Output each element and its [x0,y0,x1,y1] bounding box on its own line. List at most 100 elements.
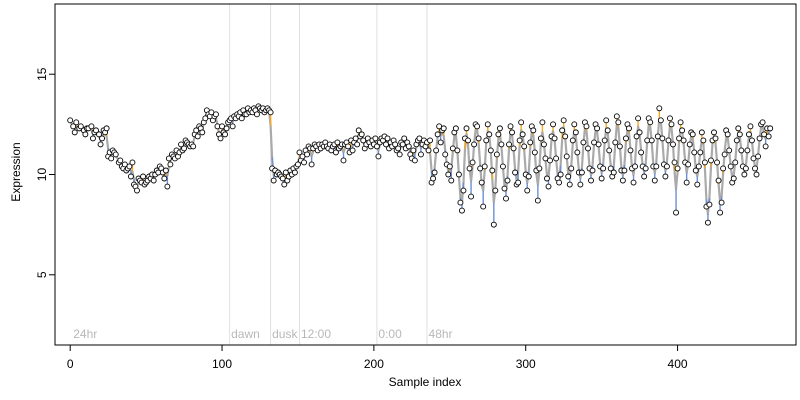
data-point-195 [372,135,379,142]
data-point-446 [753,171,760,178]
data-point-401 [685,161,692,168]
data-point-332 [580,139,587,146]
annotation-label-4: 0:00 [378,327,402,341]
data-point-16 [99,135,106,142]
data-point-428 [726,147,733,154]
data-point-56 [161,175,168,182]
phase-annotations: 24hr dawn dusk 12:00 0:00 48hr [73,327,452,341]
data-point-372 [641,173,648,180]
data-point-454 [765,133,772,140]
x-axis: 0 100 200 300 400 [67,344,688,371]
data-point-412 [701,159,708,166]
data-point-387 [663,163,670,170]
data-point-284 [507,123,514,130]
data-point-366 [632,163,638,170]
x-axis-title: Sample index [389,375,462,389]
data-point-390 [668,121,675,128]
data-point-272 [489,167,496,174]
data-point-318 [559,127,566,134]
data-point-93 [217,135,224,142]
y-axis: 5 10 15 [35,67,56,278]
data-point-60 [167,161,174,168]
data-point-128 [270,177,277,184]
data-point-280 [501,185,508,192]
data-point-5 [77,123,84,130]
data-point-183 [354,141,361,148]
data-point-326 [571,121,578,128]
data-point-345 [600,165,607,172]
data-point-354 [613,113,620,120]
data-point-67 [178,141,184,148]
data-point-267 [481,163,488,170]
data-point-427 [724,131,731,138]
data-point-217 [405,143,412,150]
data-point-316 [556,179,563,186]
y-tick-label-1: 10 [35,168,49,182]
data-point-96 [222,131,229,138]
data-point-235 [433,147,440,154]
data-point-230 [425,147,432,154]
data-point-409 [697,149,704,156]
data-point-243 [445,171,452,178]
data-point-293 [521,143,528,150]
data-point-323 [566,181,573,188]
data-point-439 [742,165,749,172]
data-point-107 [238,115,245,122]
data-point-75 [190,143,197,150]
data-point-310 [547,157,553,164]
data-point-305 [539,119,546,126]
data-point-270 [486,131,493,138]
data-point-421 [715,177,722,184]
data-point-268 [483,137,490,144]
data-point-383 [657,117,664,124]
annotation-label-2: dusk [272,327,298,341]
data-point-350 [607,165,614,172]
data-point-324 [568,165,575,172]
data-point-57 [162,167,169,174]
data-point-58 [164,183,171,190]
data-point-402 [686,141,693,148]
data-point-450 [759,119,766,126]
data-point-373 [642,165,649,172]
data-point-384 [659,135,666,142]
data-point-278 [498,141,505,148]
data-point-299 [530,127,537,134]
data-point-327 [572,129,579,136]
data-points [67,103,774,228]
data-point-389 [667,115,673,122]
vertical-markers [229,4,428,345]
data-point-25 [112,151,119,158]
data-point-396 [677,119,684,126]
data-point-265 [478,179,485,186]
data-point-404 [689,131,696,138]
annotation-label-0: 24hr [73,327,97,341]
data-point-135 [281,181,288,188]
data-point-393 [673,209,679,216]
data-point-231 [427,137,434,144]
data-point-331 [578,169,585,176]
data-point-438 [741,171,748,178]
data-point-35 [129,159,136,166]
data-point-291 [518,119,525,126]
data-point-248 [452,125,459,132]
data-point-433 [733,137,740,144]
data-point-347 [603,117,610,124]
data-point-34 [127,173,134,180]
data-point-300 [531,149,538,156]
data-point-415 [706,201,713,208]
data-point-452 [762,143,769,150]
data-point-379 [651,177,658,184]
annotation-label-3: 12:00 [301,327,331,341]
data-point-257 [466,165,473,172]
data-point-69 [181,145,188,152]
data-point-1 [70,123,77,130]
data-point-225 [417,151,424,158]
data-point-356 [616,143,623,150]
data-point-386 [662,173,669,180]
data-point-220 [410,147,417,154]
data-point-260 [471,141,478,148]
data-point-101 [229,123,236,130]
data-point-210 [395,145,402,152]
data-point-271 [487,147,494,154]
data-point-440 [744,147,751,154]
